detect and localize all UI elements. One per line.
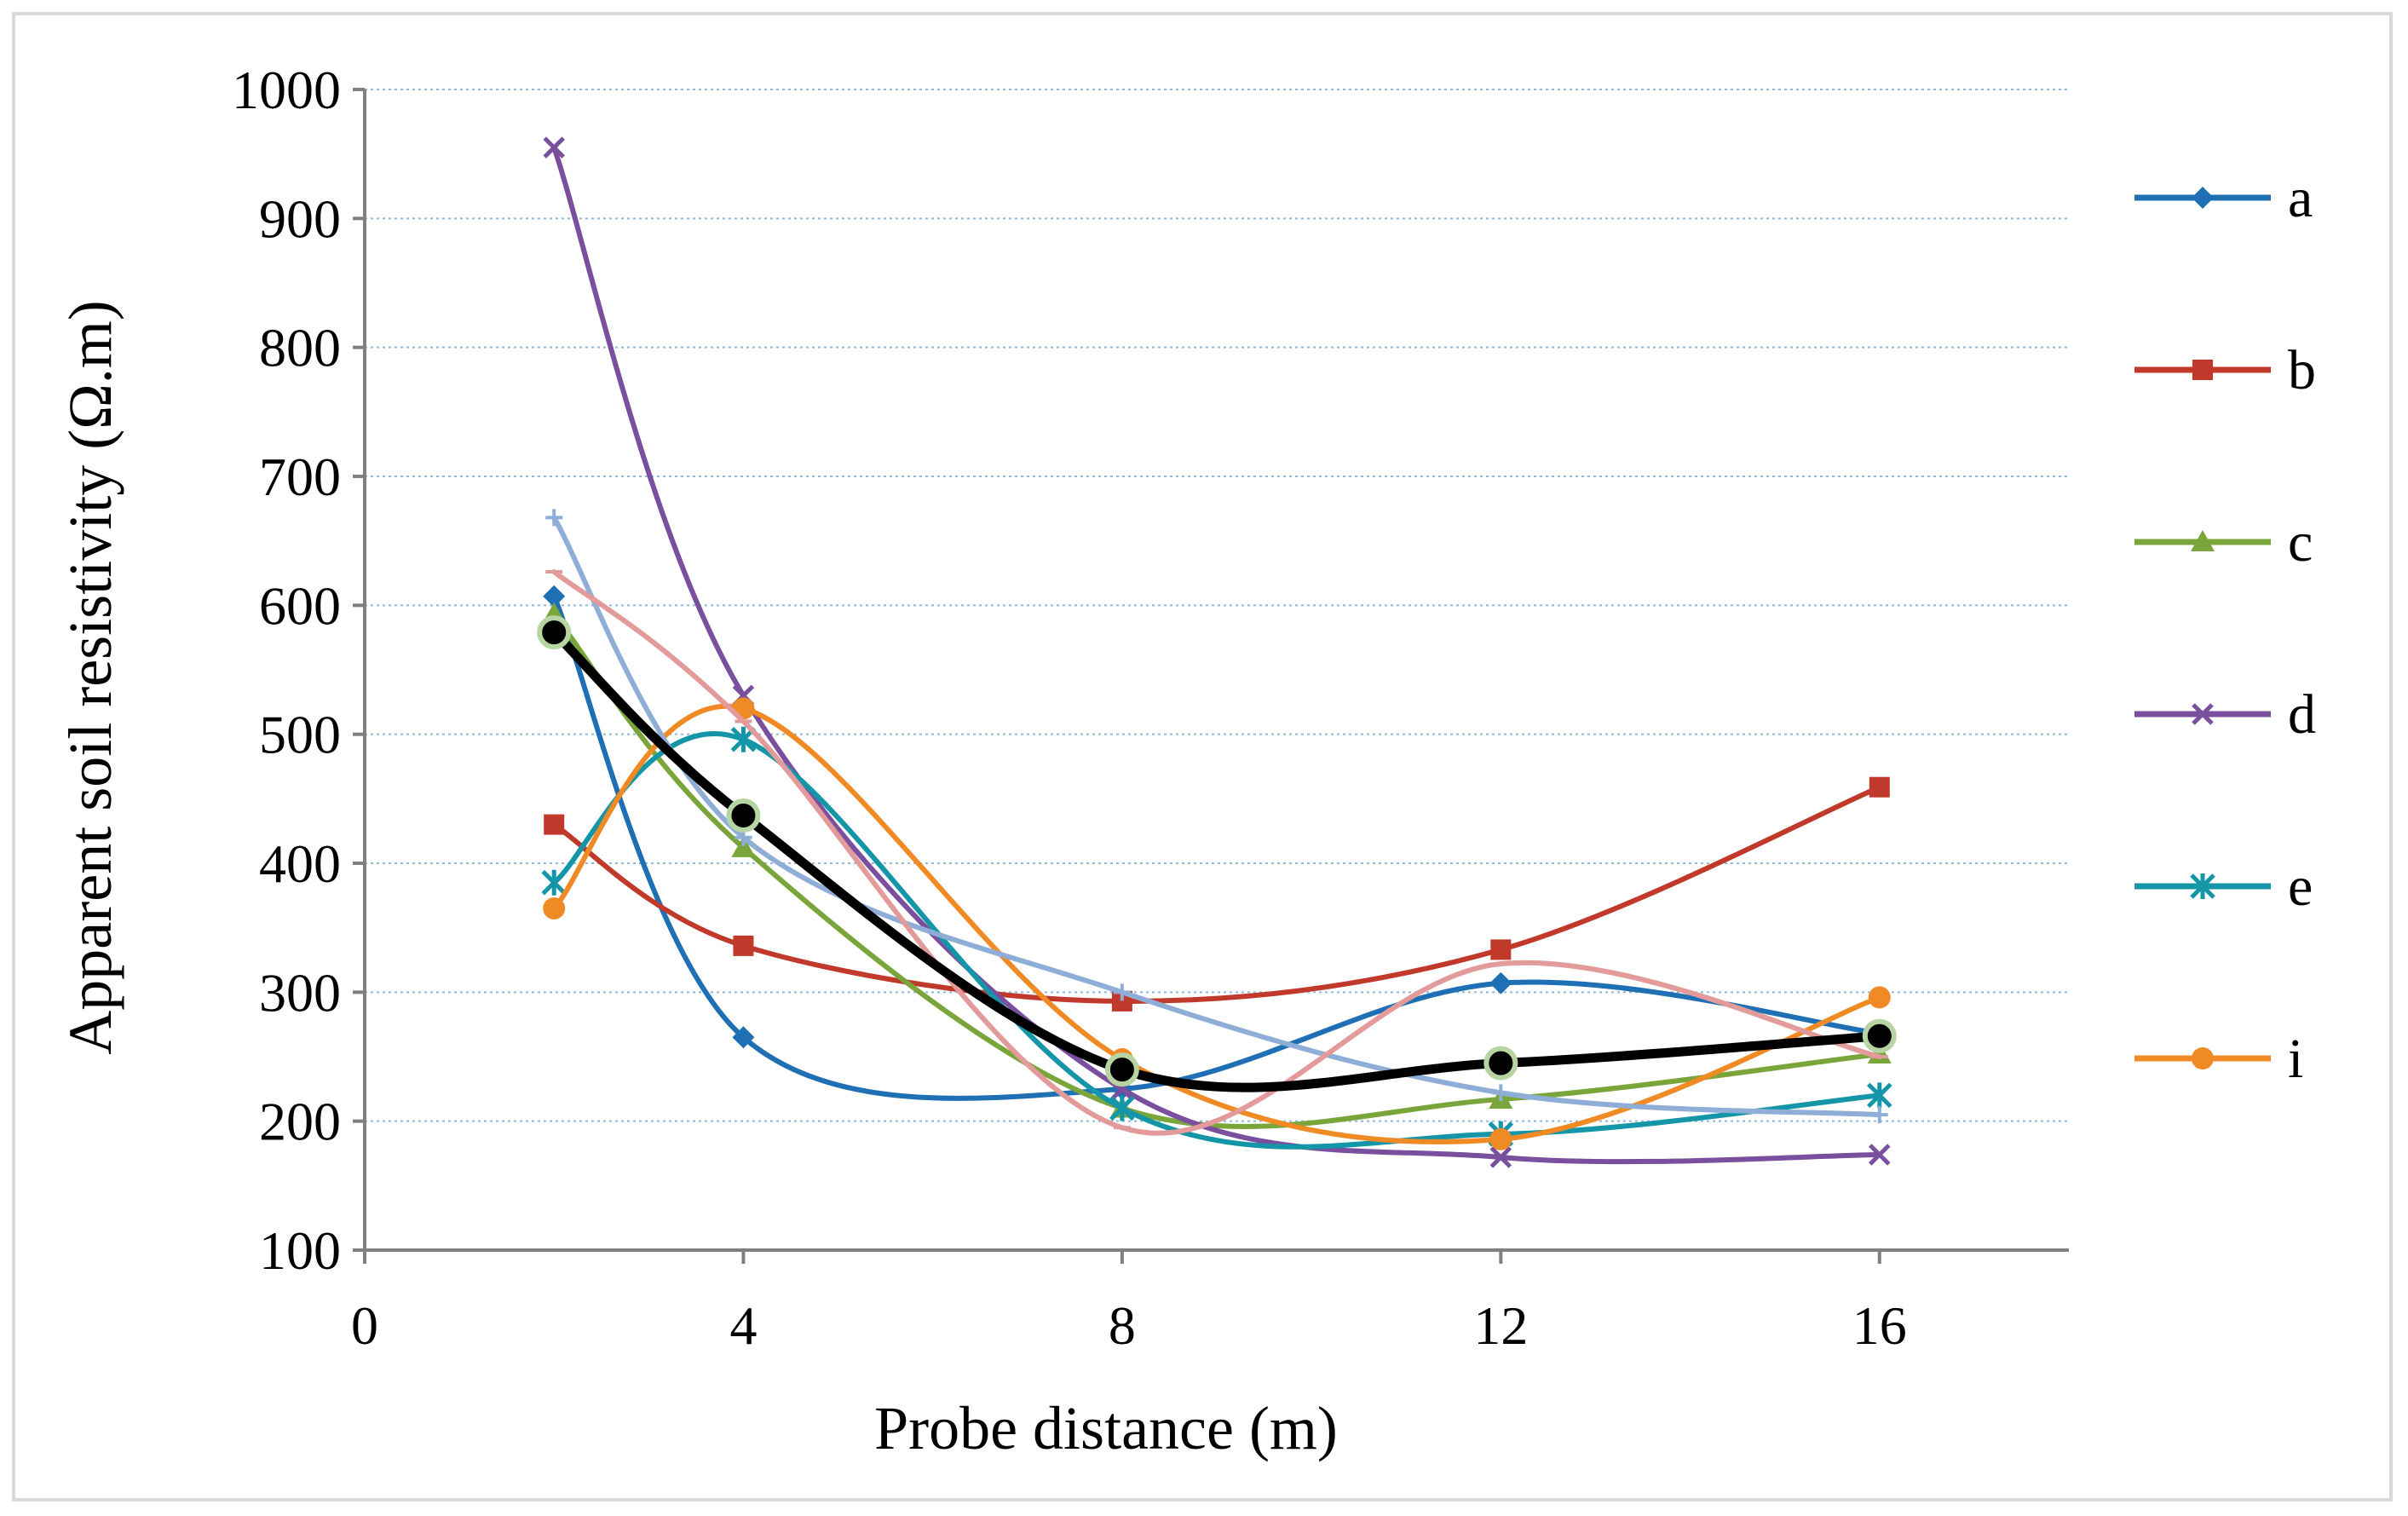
series-extra-6 <box>545 509 1888 1124</box>
data-point <box>537 615 572 650</box>
data-point <box>1104 1052 1139 1087</box>
legend-marker <box>2192 360 2213 380</box>
y-axis-title: Apparent soil resistivity (Ω.m) <box>56 300 124 1054</box>
legend-marker <box>2192 1047 2214 1069</box>
data-point <box>1113 983 1131 1001</box>
data-point <box>545 509 563 527</box>
series-line <box>549 627 1885 1092</box>
data-point <box>733 935 754 956</box>
legend-label: e <box>2288 856 2313 918</box>
data-point <box>543 585 566 608</box>
y-tick-label: 700 <box>259 447 341 507</box>
data-point <box>1492 1084 1510 1102</box>
data-point <box>732 1026 755 1049</box>
legend-marker <box>2192 703 2214 725</box>
axes: 100 200 300 400 500 600 700 800 900 1000 0 4 8 12 16 <box>232 60 2069 1356</box>
series-layer <box>537 136 1897 1168</box>
data-point <box>1862 1018 1897 1053</box>
data-point <box>1869 776 1890 798</box>
series-line <box>551 703 1882 1144</box>
x-tick-label: 8 <box>1109 1295 1136 1356</box>
data-point <box>1867 1082 1892 1109</box>
data-point <box>1489 1146 1512 1168</box>
data-point <box>1869 1144 1891 1166</box>
legend-marker <box>2191 530 2215 551</box>
data-point <box>1483 1046 1518 1081</box>
legend-label: a <box>2288 167 2313 229</box>
grid <box>365 89 2069 1122</box>
y-tick-label: 1000 <box>232 60 341 120</box>
data-point <box>1109 1095 1135 1121</box>
data-point <box>1868 986 1891 1009</box>
legend-label: b <box>2288 339 2316 401</box>
series-extra-7 <box>545 568 1888 1136</box>
legend-item-a: a <box>2134 167 2313 229</box>
legend-item-i: i <box>2134 1028 2303 1090</box>
x-tick-label: 4 <box>729 1295 757 1356</box>
data-point <box>731 835 756 857</box>
series-line <box>551 145 1882 1165</box>
data-point <box>544 814 565 835</box>
chart-frame <box>12 12 2393 1502</box>
x-tick-label: 0 <box>351 1295 378 1356</box>
data-point <box>543 136 565 159</box>
data-point <box>541 869 567 896</box>
data-point <box>1489 1127 1512 1150</box>
y-tick-label: 600 <box>259 575 341 636</box>
y-tick-label: 400 <box>259 833 341 894</box>
data-point <box>1489 971 1512 994</box>
legend-label: c <box>2288 511 2313 574</box>
y-tick-label: 300 <box>259 962 341 1023</box>
data-point <box>726 798 761 833</box>
y-tick-label: 900 <box>259 188 341 249</box>
legend-label: d <box>2288 683 2316 746</box>
legend-item-e: e <box>2134 856 2313 918</box>
x-tick-label: 16 <box>1852 1295 1907 1356</box>
x-axis-title: Probe distance (m) <box>874 1394 1338 1462</box>
y-tick-label: 100 <box>259 1220 341 1281</box>
data-point <box>1490 939 1512 960</box>
series-d <box>543 136 1891 1168</box>
data-point <box>543 896 566 919</box>
y-tick-label: 500 <box>259 705 341 765</box>
legend-marker <box>2192 187 2214 209</box>
legend-marker <box>2190 873 2215 899</box>
data-point <box>1870 1106 1888 1124</box>
series-extra-8 <box>537 615 1897 1092</box>
y-tick-label: 800 <box>259 318 341 378</box>
legend-label: i <box>2288 1028 2303 1090</box>
y-tick-label: 200 <box>259 1092 341 1152</box>
x-tick-label: 12 <box>1473 1295 1528 1356</box>
legend-item-d: d <box>2134 683 2316 746</box>
legend: a b c d e i <box>2134 167 2316 1090</box>
legend-item-c: c <box>2134 511 2313 574</box>
legend-item-b: b <box>2134 339 2316 401</box>
